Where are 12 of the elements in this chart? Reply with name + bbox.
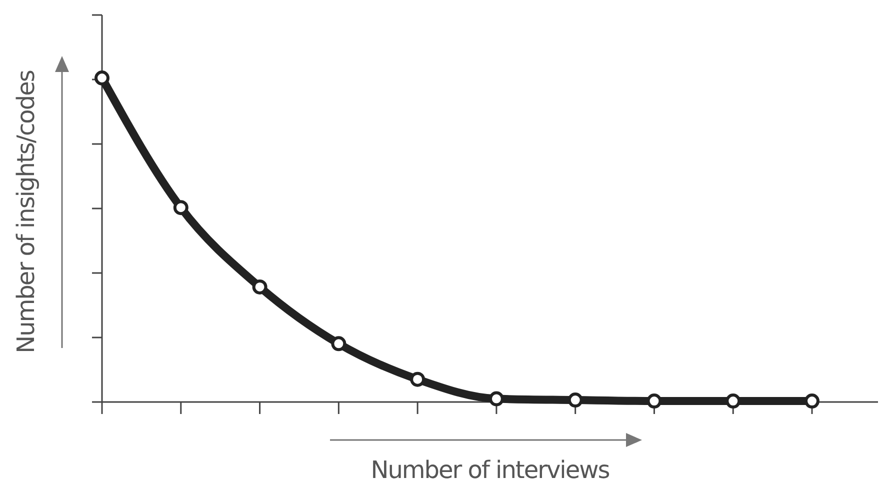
point [646,394,662,409]
y-axis-title: Number of insights/codes [12,70,40,354]
point [331,336,346,352]
point [568,392,583,408]
point [173,200,188,216]
point [410,372,426,387]
point [488,391,504,406]
point [804,394,820,409]
point [252,279,268,294]
point [94,70,110,86]
x-axis-title: Number of interviews [370,456,610,484]
point [726,394,741,409]
